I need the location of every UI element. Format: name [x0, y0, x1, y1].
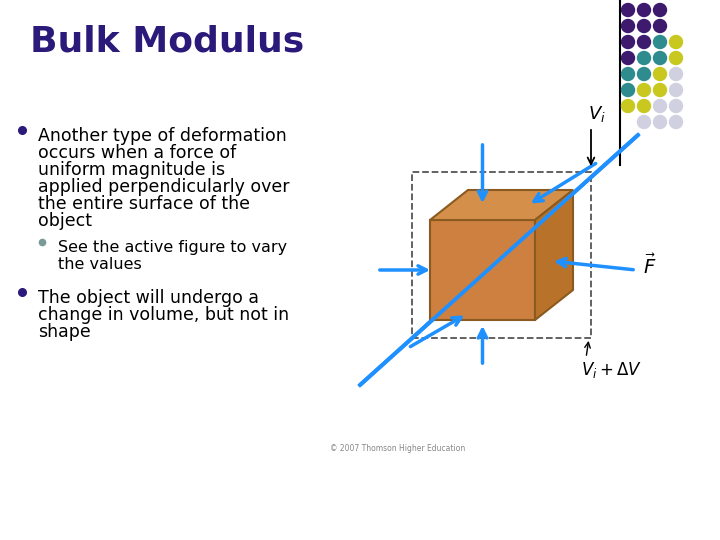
- Circle shape: [654, 68, 667, 80]
- Circle shape: [654, 99, 667, 112]
- Circle shape: [670, 36, 683, 49]
- Bar: [430, 220, 535, 320]
- Text: Bulk Modulus: Bulk Modulus: [30, 25, 305, 59]
- Circle shape: [621, 68, 634, 80]
- Polygon shape: [430, 190, 573, 220]
- Text: occurs when a force of: occurs when a force of: [38, 144, 236, 162]
- Text: change in volume, but not in: change in volume, but not in: [38, 306, 289, 324]
- Circle shape: [621, 84, 634, 97]
- Text: uniform magnitude is: uniform magnitude is: [38, 161, 225, 179]
- Circle shape: [637, 84, 650, 97]
- Text: See the active figure to vary: See the active figure to vary: [58, 240, 287, 255]
- Circle shape: [654, 19, 667, 32]
- Circle shape: [670, 51, 683, 64]
- Bar: [412, 172, 591, 338]
- Circle shape: [654, 116, 667, 129]
- Circle shape: [637, 3, 650, 17]
- Circle shape: [637, 51, 650, 64]
- Circle shape: [637, 19, 650, 32]
- Polygon shape: [535, 190, 573, 320]
- Circle shape: [621, 36, 634, 49]
- Circle shape: [637, 68, 650, 80]
- Circle shape: [670, 68, 683, 80]
- Text: the values: the values: [58, 257, 142, 272]
- Circle shape: [621, 3, 634, 17]
- Text: The object will undergo a: The object will undergo a: [38, 289, 259, 307]
- Text: © 2007 Thomson Higher Education: © 2007 Thomson Higher Education: [330, 444, 465, 453]
- Circle shape: [670, 99, 683, 112]
- Circle shape: [654, 84, 667, 97]
- Circle shape: [621, 99, 634, 112]
- Circle shape: [621, 51, 634, 64]
- Text: $V_i$: $V_i$: [588, 104, 606, 124]
- Circle shape: [654, 36, 667, 49]
- Circle shape: [637, 36, 650, 49]
- Circle shape: [621, 19, 634, 32]
- Text: Another type of deformation: Another type of deformation: [38, 127, 287, 145]
- Text: $\vec{F}$: $\vec{F}$: [643, 254, 657, 278]
- Text: applied perpendicularly over: applied perpendicularly over: [38, 178, 289, 196]
- Text: shape: shape: [38, 323, 91, 341]
- Text: $V_i + \Delta V$: $V_i + \Delta V$: [581, 360, 642, 380]
- Circle shape: [670, 84, 683, 97]
- Circle shape: [654, 3, 667, 17]
- Circle shape: [654, 51, 667, 64]
- Circle shape: [670, 116, 683, 129]
- Text: object: object: [38, 212, 92, 230]
- Text: the entire surface of the: the entire surface of the: [38, 195, 250, 213]
- Circle shape: [637, 99, 650, 112]
- Circle shape: [637, 116, 650, 129]
